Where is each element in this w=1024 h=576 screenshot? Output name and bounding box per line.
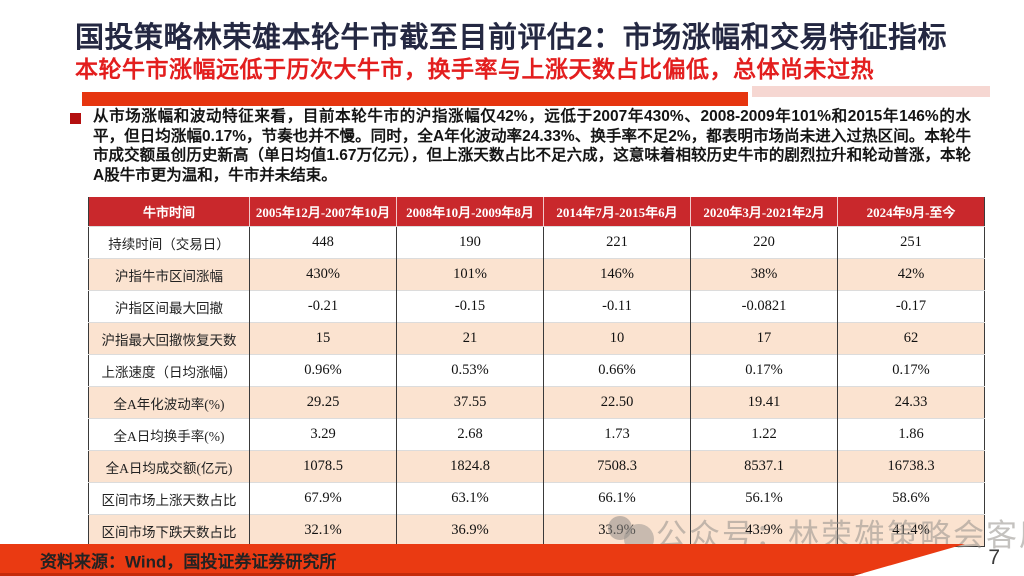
table-cell: 1824.8 bbox=[396, 450, 544, 483]
pink-accent-bar bbox=[752, 86, 990, 97]
table-row-label: 沪指最大回撤恢复天数 bbox=[88, 322, 250, 355]
table-header: 牛市时间 2005年12月-2007年10月 2008年10月-2009年8月 201… bbox=[88, 197, 985, 227]
table-cell: 24.33 bbox=[837, 386, 985, 419]
slide-subtitle: 本轮牛市涨幅远低于历次大牛市，换手率与上涨天数占比偏低，总体尚未过热 bbox=[75, 56, 874, 82]
table-row: 全A日均成交额(亿元) 1078.5 1824.8 7508.3 8537.1 16738… bbox=[88, 450, 985, 483]
table-cell: 17 bbox=[690, 322, 838, 355]
table-cell: 1078.5 bbox=[249, 450, 397, 483]
table-header-period: 2020年3月-2021年2月 bbox=[690, 197, 838, 227]
table-row: 全A日均换手率(%) 3.29 2.68 1.73 1.22 1.86 bbox=[88, 418, 985, 451]
table-cell: 16738.3 bbox=[837, 450, 985, 483]
bull-market-comparison-table: 牛市时间 2005年12月-2007年10月 2008年10月-2009年8月 201… bbox=[88, 197, 985, 547]
table-cell: 251 bbox=[837, 226, 985, 259]
table-cell: 42% bbox=[837, 258, 985, 291]
table-cell: -0.0821 bbox=[690, 290, 838, 323]
table-cell: 0.53% bbox=[396, 354, 544, 387]
table-cell: 1.73 bbox=[543, 418, 691, 451]
table-cell: 0.66% bbox=[543, 354, 691, 387]
table-cell: 67.9% bbox=[249, 482, 397, 515]
table-row: 持续时间（交易日） 448 190 221 220 251 bbox=[88, 226, 985, 259]
table-cell: 37.55 bbox=[396, 386, 544, 419]
table-cell: 38% bbox=[690, 258, 838, 291]
table-row-label: 沪指牛市区间涨幅 bbox=[88, 258, 250, 291]
table-cell: 1.22 bbox=[690, 418, 838, 451]
table-cell: -0.17 bbox=[837, 290, 985, 323]
table-cell: 0.17% bbox=[837, 354, 985, 387]
red-accent-bar bbox=[82, 92, 748, 106]
table-row: 沪指牛市区间涨幅 430% 101% 146% 38% 42% bbox=[88, 258, 985, 291]
table-header-period: 2024年9月-至今 bbox=[837, 197, 985, 227]
table-cell: 1.86 bbox=[837, 418, 985, 451]
key-point-text: 从市场涨幅和波动特征来看，目前本轮牛市的沪指涨幅仅42%，远低于2007年430… bbox=[93, 108, 971, 184]
table-row-label: 全A日均换手率(%) bbox=[88, 418, 250, 451]
table-cell: 430% bbox=[249, 258, 397, 291]
table-header-label: 牛市时间 bbox=[88, 197, 250, 227]
table-header-period: 2008年10月-2009年8月 bbox=[396, 197, 544, 227]
table-cell: 43.9% bbox=[690, 514, 838, 547]
table-cell: 63.1% bbox=[396, 482, 544, 515]
table-cell: 101% bbox=[396, 258, 544, 291]
table-cell: 10 bbox=[543, 322, 691, 355]
table-cell: 0.96% bbox=[249, 354, 397, 387]
table-cell: 21 bbox=[396, 322, 544, 355]
table-cell: 66.1% bbox=[543, 482, 691, 515]
table-cell: -0.21 bbox=[249, 290, 397, 323]
table-cell: 2.68 bbox=[396, 418, 544, 451]
table-row-label: 区间市场上涨天数占比 bbox=[88, 482, 250, 515]
table-cell: 36.9% bbox=[396, 514, 544, 547]
table-cell: 146% bbox=[543, 258, 691, 291]
table-row-label: 上涨速度（日均涨幅） bbox=[88, 354, 250, 387]
table-row: 沪指区间最大回撤 -0.21 -0.15 -0.11 -0.0821 -0.17 bbox=[88, 290, 985, 323]
table-cell: 32.1% bbox=[249, 514, 397, 547]
table-cell: 15 bbox=[249, 322, 397, 355]
table-cell: 22.50 bbox=[543, 386, 691, 419]
table-cell: 41.4% bbox=[837, 514, 985, 547]
table-header-period: 2005年12月-2007年10月 bbox=[249, 197, 397, 227]
table-row-label: 全A年化波动率(%) bbox=[88, 386, 250, 419]
table-cell: 8537.1 bbox=[690, 450, 838, 483]
table-cell: 62 bbox=[837, 322, 985, 355]
footer-band: 资料来源：Wind，国投证券证券研究所 bbox=[0, 544, 965, 576]
table-cell: 448 bbox=[249, 226, 397, 259]
table-cell: 7508.3 bbox=[543, 450, 691, 483]
table-cell: -0.11 bbox=[543, 290, 691, 323]
table-cell: 220 bbox=[690, 226, 838, 259]
table-row: 区间市场上涨天数占比 67.9% 63.1% 66.1% 56.1% 58.6% bbox=[88, 482, 985, 515]
slide-title: 国投策略林荣雄本轮牛市截至目前评估2：市场涨幅和交易特征指标 bbox=[75, 22, 948, 54]
table-cell: 29.25 bbox=[249, 386, 397, 419]
table-body: 持续时间（交易日） 448 190 221 220 251 沪指牛市区间涨幅 430% 101%… bbox=[88, 226, 985, 547]
table-cell: 190 bbox=[396, 226, 544, 259]
table-row: 沪指最大回撤恢复天数 15 21 10 17 62 bbox=[88, 322, 985, 355]
table-row: 全A年化波动率(%) 29.25 37.55 22.50 19.41 24.33 bbox=[88, 386, 985, 419]
table-cell: 58.6% bbox=[837, 482, 985, 515]
table-header-period: 2014年7月-2015年6月 bbox=[543, 197, 691, 227]
table-row: 区间市场下跌天数占比 32.1% 36.9% 33.9% 43.9% 41.4% bbox=[88, 514, 985, 547]
table-row-label: 沪指区间最大回撤 bbox=[88, 290, 250, 323]
table-cell: -0.15 bbox=[396, 290, 544, 323]
table-cell: 0.17% bbox=[690, 354, 838, 387]
page-number: 7 bbox=[988, 546, 1000, 569]
table-cell: 56.1% bbox=[690, 482, 838, 515]
table-row-label: 全A日均成交额(亿元) bbox=[88, 450, 250, 483]
table-row: 上涨速度（日均涨幅） 0.96% 0.53% 0.66% 0.17% 0.17% bbox=[88, 354, 985, 387]
table-cell: 19.41 bbox=[690, 386, 838, 419]
table-cell: 221 bbox=[543, 226, 691, 259]
table-cell: 3.29 bbox=[249, 418, 397, 451]
table-row-label: 持续时间（交易日） bbox=[88, 226, 250, 259]
table-row-label: 区间市场下跌天数占比 bbox=[88, 514, 250, 547]
key-point-block: 从市场涨幅和波动特征来看，目前本轮牛市的沪指涨幅仅42%，远低于2007年430… bbox=[70, 107, 971, 185]
bullet-square-icon bbox=[70, 113, 81, 124]
table-header-row: 牛市时间 2005年12月-2007年10月 2008年10月-2009年8月 201… bbox=[88, 197, 985, 227]
source-note: 资料来源：Wind，国投证券证券研究所 bbox=[40, 552, 337, 572]
